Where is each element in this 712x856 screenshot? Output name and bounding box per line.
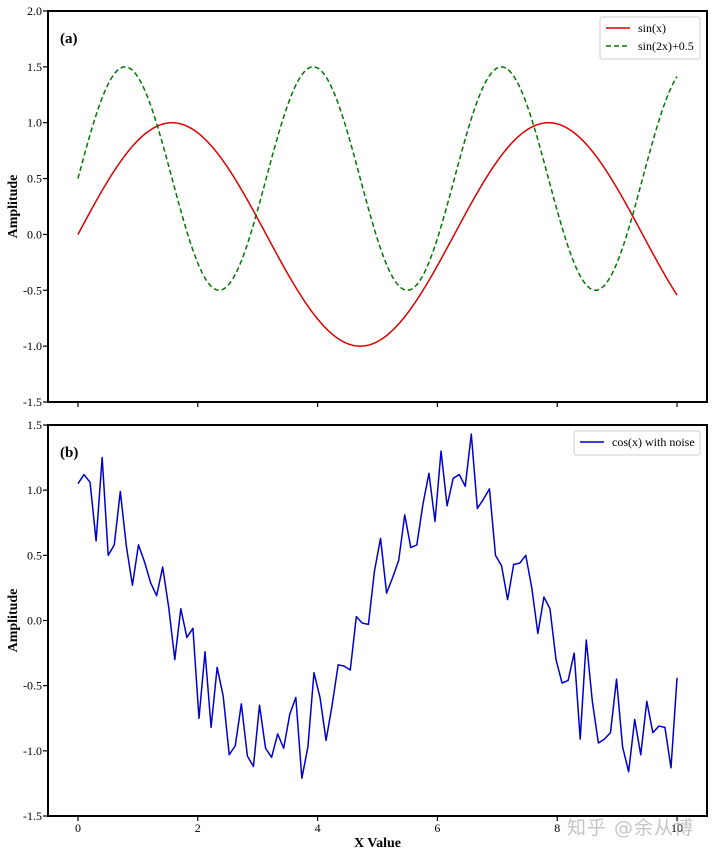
series-line-sin-2x-0-5 <box>77 66 678 292</box>
y-tick-label: 0.5 <box>27 172 42 186</box>
y-tick-label: 0.5 <box>27 548 42 562</box>
panel-a: -1.5 -1.0 -0.5 0.0 0.5 1.0 1.5 2.0 Amplitude (a) s… <box>6 4 708 409</box>
legend: cos(x) with noise <box>573 430 701 456</box>
x-tick-label: 8 <box>554 821 560 835</box>
plot-frame <box>47 10 708 403</box>
panel-label: (a) <box>60 31 78 47</box>
watermark: 知乎 @余从博 <box>566 817 694 839</box>
y-tick-label: -1.0 <box>23 744 42 758</box>
legend-label: cos(x) with noise <box>612 435 695 449</box>
y-tick-label: -1.0 <box>23 339 42 353</box>
y-axis-label: Amplitude <box>6 589 21 653</box>
y-tick-label: 0.0 <box>27 227 42 241</box>
y-tick-label: 1.0 <box>27 116 42 130</box>
panel-b: -1.5 -1.0 -0.5 0.0 0.5 1.0 1.5 0 2 4 6 8 10 Amplitude… <box>6 418 708 851</box>
y-tick-label: -0.5 <box>23 679 42 693</box>
y-tick-label: 0.0 <box>27 614 42 628</box>
y-tick-label: 1.5 <box>27 418 42 432</box>
x-axis-label: X Value <box>354 836 401 851</box>
x-tick-label: 0 <box>75 821 81 835</box>
x-tick-label: 4 <box>315 821 321 835</box>
series-line-cos-x-with-noise <box>77 433 678 779</box>
x-tick-label: 2 <box>195 821 201 835</box>
legend-label: sin(x) <box>638 21 666 35</box>
y-tick-label: -0.5 <box>23 283 42 297</box>
y-tick-label: -1.5 <box>23 395 42 409</box>
y-axis-label: Amplitude <box>6 175 21 239</box>
x-tick-label: 10 <box>671 821 683 835</box>
x-tick-label: 6 <box>434 821 440 835</box>
plot-frame <box>47 424 708 817</box>
legend-label: sin(2x)+0.5 <box>638 39 694 53</box>
series-line-sin-x- <box>77 121 678 347</box>
panel-label: (b) <box>60 445 78 461</box>
y-tick-label: 1.5 <box>27 60 42 74</box>
y-tick-label: 1.0 <box>27 483 42 497</box>
legend: sin(x) sin(2x)+0.5 <box>599 16 701 60</box>
legend-box <box>573 430 701 456</box>
y-tick-label: 2.0 <box>27 4 42 18</box>
y-tick-label: -1.5 <box>23 809 42 823</box>
